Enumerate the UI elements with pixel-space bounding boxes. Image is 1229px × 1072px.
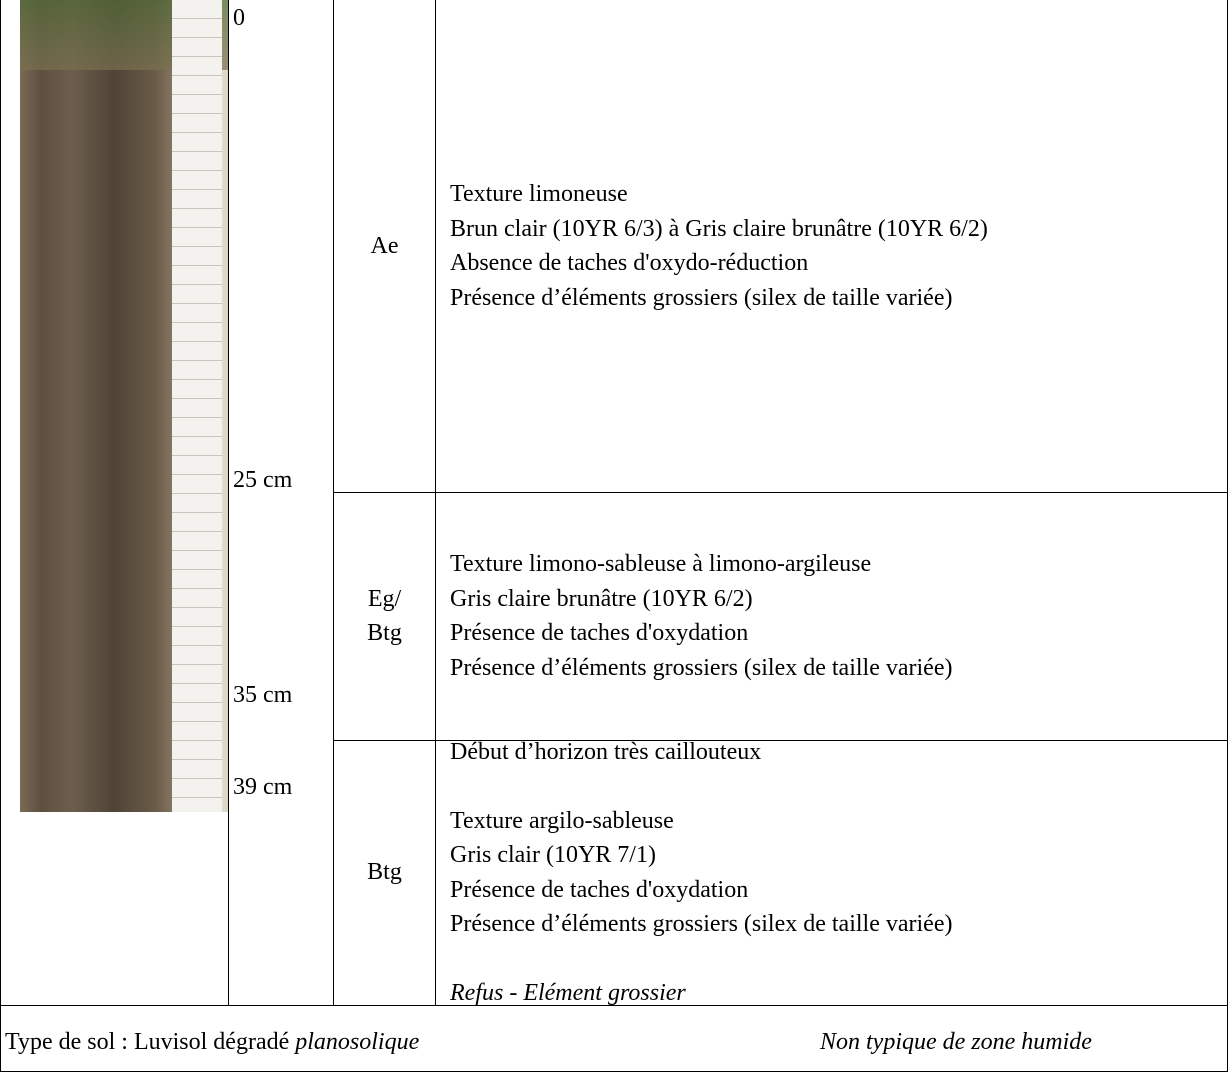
description-line: Texture limono-sableuse à limono-argileu… xyxy=(450,551,872,577)
description-line: Texture argilo-sableuse xyxy=(450,807,674,834)
paragraph: Texture limono-sableuse à limono-argileu… xyxy=(450,547,1225,685)
description-line: Présence de taches d'oxydation xyxy=(450,876,749,903)
footer: Type de sol : Luvisol dégradé planosoliq… xyxy=(5,1025,419,1059)
description-line: Présence d’éléments grossiers (silex de … xyxy=(450,654,953,681)
horizon-description: Texture limoneuse Brun clair (10YR 6/3) à… xyxy=(450,0,1225,492)
depth-label: 25 cm xyxy=(233,467,293,493)
depth-label: 0 xyxy=(233,5,245,31)
soil-type-qualifier: planosolique xyxy=(295,1029,420,1055)
description-line: Absence de taches d'oxydo-réduction xyxy=(450,250,809,276)
paragraph: Début d’horizon très caillouteux xyxy=(450,735,1225,770)
description-line: Présence de taches d'oxydation xyxy=(450,620,749,646)
description-line: Début d’horizon très caillouteux xyxy=(450,738,762,765)
note: Refus - Elément grossier xyxy=(450,980,686,1006)
horizon-name: Btg xyxy=(367,859,402,886)
horizon-description: Début d’horizon très caillouteux Texture … xyxy=(450,739,1225,1007)
depth-label: 39 cm xyxy=(233,774,293,800)
soil-type: Type de sol : Luvisol dégradé xyxy=(5,1029,296,1055)
paragraph: Texture argilo-sableuse Gris clair (10YR … xyxy=(450,804,1225,942)
horizon-description: Texture limono-sableuse à limono-argileu… xyxy=(450,492,1225,740)
description-line: Présence d’éléments grossiers (silex de … xyxy=(450,284,953,311)
description-line: Gris claire brunâtre (10YR 6/2) xyxy=(450,585,753,612)
paragraph: Texture limoneuse Brun clair (10YR 6/3) à… xyxy=(450,177,1225,315)
description-line: Présence d’éléments grossiers (silex de … xyxy=(450,911,953,937)
soil-photo xyxy=(20,0,228,812)
horizon-name: Ae xyxy=(370,232,399,259)
description-line: Texture limoneuse xyxy=(450,181,628,207)
depth-label: 35 cm xyxy=(233,682,293,708)
description-line: Gris clair (10YR 7/1) xyxy=(450,842,656,868)
wetland-status: Non typique de zone humide xyxy=(820,1029,1092,1055)
description-line: Brun clair (10YR 6/3) à Gris claire brun… xyxy=(450,215,988,242)
horizon-name: Eg/ Btg xyxy=(367,585,402,647)
